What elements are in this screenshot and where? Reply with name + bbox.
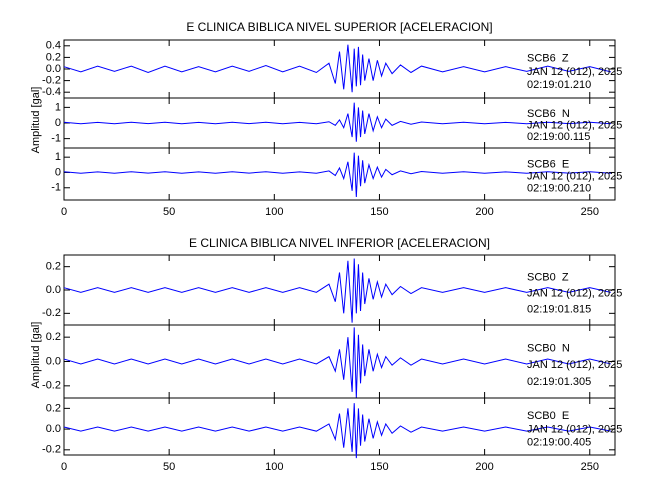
date-label: JAN 12 (012), 2025 [527,359,622,371]
date-label: JAN 12 (012), 2025 [527,119,622,131]
x-tick-label: 0 [61,461,67,473]
y-tick-label: 1 [55,101,61,113]
x-tick-label: 200 [475,206,493,218]
waveform [63,258,611,323]
station-label: SCB6 N [527,108,570,120]
time-label: 02:19:01.815 [527,304,591,316]
station-label: SCB0 Z [527,271,569,283]
y-tick-label: 0.2 [46,261,61,273]
station-label: SCB6 E [527,159,569,171]
time-label: 02:19:00.405 [527,436,591,448]
x-tick-label: 0 [61,206,67,218]
date-label: JAN 12 (012), 2025 [527,287,622,299]
x-tick-label: 100 [265,461,283,473]
station-label: SCB0 N [527,342,570,354]
time-label: 02:19:00.115 [527,131,590,143]
chart-title: E CLINICA BIBLICA NIVEL SUPERIOR [ACELER… [186,20,492,34]
date-label: JAN 12 (012), 2025 [527,171,622,183]
y-tick-label: -0.2 [42,75,61,87]
y-tick-label: -1 [51,182,61,194]
y-tick-label: 0.2 [46,51,61,63]
y-tick-label: 0.0 [46,63,61,75]
x-tick-label: 50 [163,206,175,218]
y-tick-label: 0.2 [46,402,61,414]
x-tick-label: 150 [370,461,388,473]
chart-title: E CLINICA BIBLICA NIVEL INFERIOR [ACELER… [189,236,490,250]
time-label: 02:19:00.210 [527,182,591,194]
y-tick-label: 0.0 [46,423,61,435]
waveform [63,102,611,142]
x-tick-label: 50 [163,461,175,473]
y-axis-label: Amplitud [gal] [30,322,42,389]
y-tick-label: -0.4 [42,86,61,98]
x-tick-label: 150 [370,206,388,218]
time-label: 02:19:01.210 [527,79,591,91]
x-tick-label: 250 [581,206,599,218]
x-tick-label: 200 [475,461,493,473]
date-label: JAN 12 (012), 2025 [527,423,622,435]
y-tick-label: 0.0 [46,355,61,367]
y-tick-label: -0.2 [42,444,61,456]
y-tick-label: 1 [55,151,61,163]
x-tick-label: 250 [581,461,599,473]
date-label: JAN 12 (012), 2025 [527,66,622,78]
station-label: SCB0 E [527,410,569,422]
x-tick-label: 100 [265,206,283,218]
waveform [63,403,611,459]
y-tick-label: 0.2 [46,331,61,343]
waveform [63,152,611,197]
y-tick-label: -0.2 [42,380,61,392]
station-label: SCB6 Z [527,52,569,64]
time-label: 02:19:01.305 [527,376,591,388]
panel-frame [63,397,616,456]
panel-frame [63,147,616,201]
y-axis-label: Amplitud [gal] [30,87,42,154]
y-tick-label: -1 [51,133,61,145]
y-tick-label: -0.2 [42,307,61,319]
y-tick-label: 0.0 [46,284,61,296]
waveform [63,44,611,93]
y-tick-label: 0 [55,166,61,178]
waveform [63,327,611,399]
y-tick-label: 0.4 [46,40,61,52]
y-tick-label: 0 [55,117,61,129]
